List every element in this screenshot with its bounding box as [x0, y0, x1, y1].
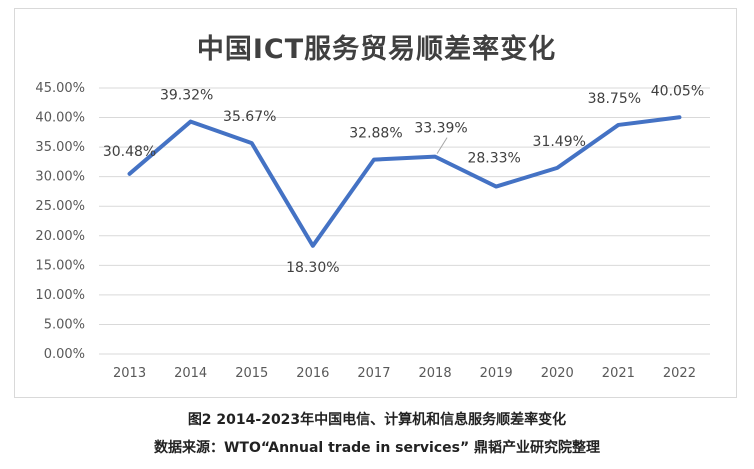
- x-tick-label: 2019: [480, 366, 513, 381]
- data-label: 32.88%: [349, 126, 402, 142]
- line-chart: 0.00% 5.00% 10.00% 15.00% 20.00% 25.00% 30.00%…: [35, 81, 710, 381]
- series-line-path: [127, 115, 682, 248]
- x-tick-label: 2020: [541, 366, 574, 381]
- x-tick-label: 2022: [663, 366, 696, 381]
- x-tick-label: 2016: [296, 366, 329, 381]
- data-label: 35.67%: [223, 109, 276, 125]
- y-tick-label: 45.00%: [35, 81, 85, 96]
- data-label: 40.05%: [651, 83, 704, 99]
- y-tick-label: 5.00%: [44, 317, 85, 332]
- source-caption: 数据来源：WTO“Annual trade in services” 鼎韬产业研…: [153, 440, 601, 456]
- data-label: 38.75%: [588, 91, 641, 107]
- y-tick-label: 0.00%: [44, 347, 85, 362]
- y-axis-ticks: 0.00% 5.00% 10.00% 15.00% 20.00% 25.00% 30.00%…: [35, 81, 85, 362]
- data-label: 18.30%: [286, 260, 339, 276]
- x-tick-label: 2017: [357, 366, 390, 381]
- x-tick-label: 2014: [174, 366, 207, 381]
- x-axis-ticks: 2013 2014 2015 2016 2017 2018 2019 2020 2021 2022: [113, 366, 696, 381]
- x-tick-label: 2018: [419, 366, 452, 381]
- gridlines: [99, 87, 710, 355]
- y-tick-label: 15.00%: [35, 258, 85, 273]
- chart-title: 中国ICT服务贸易顺差率变化: [196, 34, 557, 65]
- y-tick-label: 25.00%: [35, 199, 85, 214]
- data-label: 30.48%: [103, 144, 156, 160]
- x-tick-label: 2013: [113, 366, 146, 381]
- y-tick-label: 30.00%: [35, 170, 85, 185]
- y-tick-label: 20.00%: [35, 229, 85, 244]
- data-label: 28.33%: [467, 151, 520, 167]
- data-label: 33.39%: [414, 121, 467, 137]
- data-labels: 30.48% 39.32% 35.67% 18.30% 32.88% 33.39%28.3…: [103, 83, 704, 276]
- figure-caption: 图2 2014-2023年中国电信、计算机和信息服务顺差率变化: [187, 412, 567, 428]
- x-tick-label: 2021: [602, 366, 635, 381]
- y-tick-label: 40.00%: [35, 111, 85, 126]
- data-label: 39.32%: [160, 88, 213, 104]
- x-tick-label: 2015: [235, 366, 268, 381]
- y-tick-label: 10.00%: [35, 288, 85, 303]
- label-leader-line: [436, 137, 448, 154]
- y-tick-label: 35.00%: [35, 140, 85, 155]
- chart-frame: 中国ICT服务贸易顺差率变化 0.00% 5.00% 10.00% 15.00% 20.…: [14, 8, 737, 398]
- series-line: [127, 115, 682, 248]
- data-label: 31.49%: [533, 134, 586, 150]
